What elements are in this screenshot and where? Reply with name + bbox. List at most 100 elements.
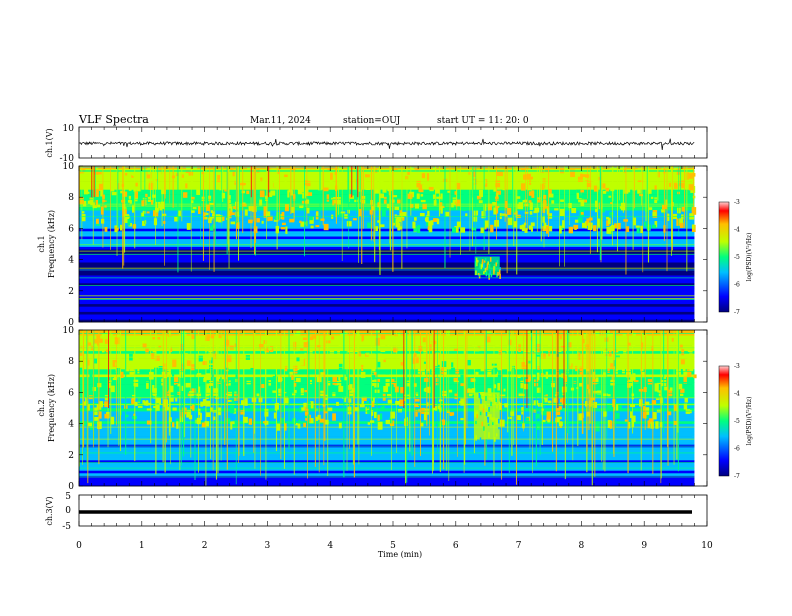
- spectrogram-cell: [380, 407, 384, 411]
- spectrogram-band: [79, 467, 695, 471]
- x-tick-label: 4: [327, 541, 333, 551]
- spectrogram-cell: [607, 218, 611, 225]
- spectrogram-cell: [260, 177, 263, 182]
- spectrogram-cell: [537, 197, 541, 203]
- spectrogram-cell: [295, 423, 298, 426]
- spectrogram-cell: [260, 180, 266, 188]
- spectrogram-band: [79, 465, 695, 469]
- ch1-spec-ytick-label: 10: [63, 162, 75, 172]
- spectrogram-cell: [336, 335, 340, 343]
- spectrogram-cell: [610, 363, 615, 370]
- spectrogram-cell: [140, 212, 145, 217]
- spectrogram-cell: [573, 224, 579, 229]
- spectrogram-cell: [610, 202, 613, 205]
- spectrogram-cell: [296, 357, 300, 362]
- spectrogram-cell: [315, 215, 319, 219]
- spectrogram-cell: [367, 222, 372, 228]
- spectrogram-band: [79, 376, 695, 380]
- spectrogram-cell: [183, 192, 188, 198]
- ch1-colorbar-tick: -6: [734, 282, 740, 289]
- spectrogram-cell: [129, 368, 134, 376]
- spectrogram-cell: [410, 338, 413, 344]
- spectrogram-cell: [81, 213, 86, 222]
- spectrogram-cell: [685, 409, 691, 414]
- spectrogram-cell: [93, 416, 99, 421]
- spectrogram-cell: [381, 406, 385, 409]
- spectrogram-cell: [244, 398, 248, 406]
- burst-cell: [475, 435, 477, 441]
- spectrogram-cell: [499, 402, 502, 410]
- spectrogram-cell: [232, 420, 238, 428]
- spectrogram-cell: [592, 168, 595, 176]
- spectrogram-band: [79, 267, 695, 271]
- spectrogram-cell: [155, 201, 161, 209]
- spectrogram-band: [79, 225, 695, 229]
- spectrogram-cell: [338, 386, 344, 392]
- spectrogram-cell: [394, 340, 400, 344]
- spectrogram-cell: [297, 187, 303, 195]
- spectrogram-cell: [336, 401, 339, 406]
- spectrogram-cell: [83, 187, 89, 195]
- spectrogram-cell: [230, 421, 233, 430]
- spectrogram-cell: [94, 171, 99, 175]
- spectrogram-cell: [521, 362, 527, 370]
- spectrogram-cell: [481, 211, 486, 219]
- spectrogram-cell: [680, 359, 685, 365]
- spectrogram-cell: [136, 188, 142, 192]
- spectrogram-cell: [565, 363, 569, 366]
- spectrogram-cell: [399, 356, 404, 360]
- spectrogram-cell: [527, 184, 532, 191]
- spectrogram-cell: [206, 383, 210, 391]
- spectrogram-cell: [621, 366, 625, 374]
- spectrogram-cell: [153, 172, 156, 178]
- spectrogram-cell: [555, 417, 560, 423]
- spectrogram-cell: [407, 193, 413, 200]
- spectrogram-cell: [395, 400, 400, 405]
- spectrogram-cell: [207, 340, 211, 345]
- spectrogram-cell: [300, 388, 304, 396]
- spectrogram-cell: [246, 190, 250, 195]
- burst-cell: [484, 404, 487, 409]
- spectrogram-cell: [315, 225, 320, 228]
- spectrogram-band: [79, 441, 695, 445]
- spectrogram-cell: [133, 379, 139, 387]
- spectrogram-cell: [446, 410, 450, 414]
- spectrogram-cell: [486, 331, 492, 334]
- spectrogram-cell: [224, 189, 229, 192]
- spectrogram-cell: [323, 187, 329, 192]
- spectrogram-cell: [299, 205, 304, 209]
- spectrogram-cell: [332, 413, 336, 421]
- ch1-spec-ytick-label: 6: [68, 224, 74, 234]
- spectrogram-cell: [103, 332, 108, 336]
- spectrogram-band: [79, 483, 695, 487]
- spectrogram-cell: [523, 174, 527, 180]
- spectrogram-band: [79, 189, 695, 193]
- spectrogram-cell: [104, 413, 110, 419]
- burst-cell: [478, 274, 481, 277]
- spectrogram-cell: [280, 198, 285, 202]
- spectrogram-cell: [79, 367, 83, 372]
- spectrogram-cell: [137, 366, 140, 374]
- spectrogram-cell: [295, 377, 301, 384]
- spectrogram-cell: [257, 181, 262, 186]
- spectrogram-cell: [124, 368, 130, 373]
- spectrogram-cell: [370, 410, 374, 416]
- spectrogram-cell: [222, 216, 225, 221]
- spectrogram-cell: [436, 196, 441, 199]
- spectrogram-band: [79, 283, 695, 286]
- spectrogram-cell: [528, 360, 531, 364]
- spectrogram-cell: [543, 395, 548, 403]
- spectrogram-cell: [348, 194, 353, 199]
- spectrogram-cell: [276, 211, 281, 220]
- spectrogram-cell: [624, 390, 627, 394]
- spectrogram-cell: [567, 342, 572, 349]
- spectrogram-cell: [559, 398, 562, 403]
- spectrogram-cell: [161, 187, 166, 195]
- spectrogram-cell: [553, 398, 558, 403]
- spectrogram-cell: [523, 383, 529, 390]
- spectrogram-cell: [347, 347, 353, 353]
- spectrogram-cell: [199, 412, 202, 421]
- spectrogram-cell: [242, 182, 246, 186]
- spectrogram-cell: [376, 378, 381, 383]
- spectrogram-cell: [520, 380, 524, 389]
